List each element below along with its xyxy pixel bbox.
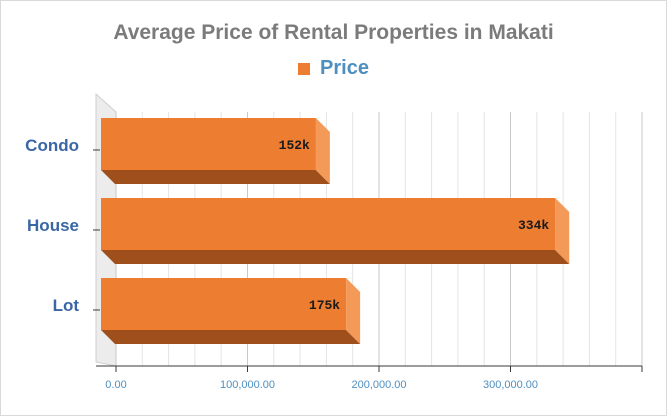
bar-side-face: [315, 118, 330, 184]
data-label: 152k: [279, 138, 310, 153]
chart-title: Average Price of Rental Properties in Ma…: [113, 21, 554, 44]
x-tick-label: 300,000.00: [483, 379, 538, 391]
bar-house: [101, 198, 556, 250]
x-tick-label: 200,000.00: [351, 379, 406, 391]
bar-side-face: [555, 198, 570, 264]
category-label: House: [27, 216, 79, 235]
category-label: Lot: [53, 296, 80, 315]
bar-side-face: [346, 278, 361, 344]
bar-bottom-face: [101, 170, 330, 184]
bar-lot: [101, 278, 347, 330]
x-tick-label: 0.00: [105, 379, 126, 391]
x-tick-label: 100,000.00: [220, 379, 275, 391]
data-label: 334k: [518, 218, 549, 233]
bar-bottom-face: [101, 330, 361, 344]
bar-condo: [101, 118, 316, 170]
data-label: 175k: [309, 298, 340, 313]
legend-label-price: Price: [320, 57, 369, 79]
chart-legend: Price: [0, 57, 667, 80]
category-label: Condo: [25, 136, 79, 155]
legend-swatch-price: [298, 62, 311, 75]
bar-bottom-face: [101, 250, 570, 264]
